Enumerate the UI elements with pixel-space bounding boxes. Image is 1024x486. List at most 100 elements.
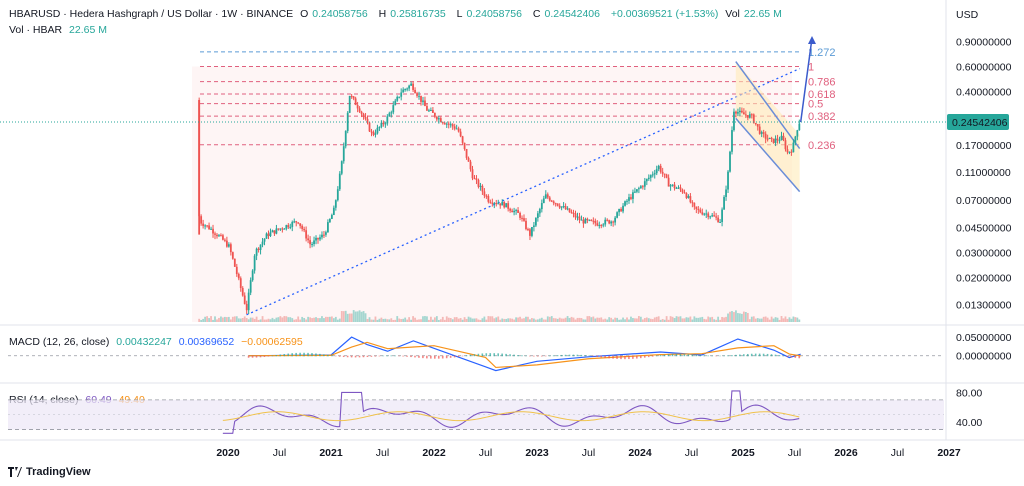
volume-bar [281,317,284,322]
volume-bar [481,318,484,322]
macd-hist-bar [517,355,519,357]
volume-bar [796,317,799,322]
volume-legend: Vol · HBAR 22.65 M [9,24,111,36]
volume-bar [311,318,313,322]
channel-upper [735,61,801,150]
candle-body [404,89,407,91]
volume-bar [210,316,212,322]
macd-label[interactable]: MACD (12, 26, close) [9,336,110,348]
candle-body [269,232,272,237]
macd-hist-bar [739,354,741,357]
candle-body [366,118,369,123]
macd-hist-bar [295,352,297,357]
tradingview-logo[interactable]: TradingView [8,466,91,478]
x-tick-label: 2022 [422,447,446,459]
candle-body [740,110,743,113]
projection-arrowhead [808,35,817,44]
macd-hist-bar [303,352,305,357]
candle-body [200,216,203,224]
candle-body [752,114,755,123]
candle-body [586,218,589,221]
rsi-ma-line [222,411,800,422]
volume-bar [273,319,276,322]
macd-legend: MACD (12, 26, close) 0.00432247 0.003696… [9,336,307,348]
macd-hist-bar [489,353,492,357]
volume-bar [455,317,458,322]
volume-bar [216,319,218,322]
candle-body [459,131,462,137]
macd-hist-bar [382,355,385,357]
candle-body [275,228,278,234]
macd-hist-bar [560,354,563,357]
x-tick-label: Jul [891,447,904,459]
symbol-title[interactable]: HBARUSD · Hedera Hashgraph / US Dollar ·… [9,8,294,20]
volume-bar [534,319,537,322]
candle-body [691,202,694,204]
candle-body [604,219,607,225]
volume-bar [243,316,246,322]
x-tick-label: 2027 [937,447,961,459]
macd-hist-bar [366,355,369,358]
volume-bar [380,317,383,322]
volume-bar [604,318,607,322]
volume-bar [503,318,506,322]
candle-body [649,175,652,178]
y-tick-label: 0.02000000 [956,273,1012,285]
macd-hist-bar [437,355,440,359]
volume-bar [606,319,609,322]
volume-bar [475,318,478,322]
y-tick-label: 0.04500000 [956,222,1012,234]
macd-hist-bar [386,355,389,357]
candle-body [457,128,460,132]
x-tick-label: Jul [582,447,595,459]
candle-body [422,100,424,102]
macd-hist-bar [711,355,713,357]
volume-bar [275,317,278,322]
volume-bar [695,317,698,322]
macd-hist-bar [568,354,571,357]
volume-bar [287,317,290,322]
volume-bar [683,318,686,322]
macd-hist-bar [378,355,381,357]
candle-body [202,223,205,226]
volume-bar [713,319,716,322]
candle-body [287,225,290,228]
candle-body [325,232,327,235]
volume-bar [529,319,531,322]
candle-body [204,225,207,227]
candle-body [424,100,426,107]
volume-bar [647,318,650,322]
macd-hist-bar [639,355,642,359]
candle-body [663,173,666,175]
macd-hist-bar [671,354,674,357]
fib-level-label: 1.272 [808,47,836,59]
macd-hist-bar [426,355,428,359]
candle-body [519,212,521,218]
volume-bar [711,316,714,322]
candle-body [291,221,294,227]
macd-hist-bar [469,354,472,357]
volume-series-label[interactable]: Vol · HBAR [9,24,63,36]
volume-bar [780,316,783,322]
volume-bar [628,319,630,322]
volume-bar [430,316,432,322]
volume-bar [370,319,373,322]
candle-body [437,118,440,120]
candle-body [655,169,658,174]
candle-body [334,200,337,208]
candle-body [689,196,692,203]
candle-body [239,278,242,289]
volume-bar [697,317,700,322]
volume-bar [544,319,547,322]
candle-body [475,178,478,180]
volume-bar [762,316,765,322]
candle-body [473,178,476,180]
candle-body [281,228,284,230]
volume-bar [487,316,490,322]
candle-body [412,83,414,90]
low-value: 0.24058756 [466,8,522,20]
macd-hist-bar [632,355,634,359]
volume-bar [418,319,420,322]
macd-hist-bar [461,355,464,357]
